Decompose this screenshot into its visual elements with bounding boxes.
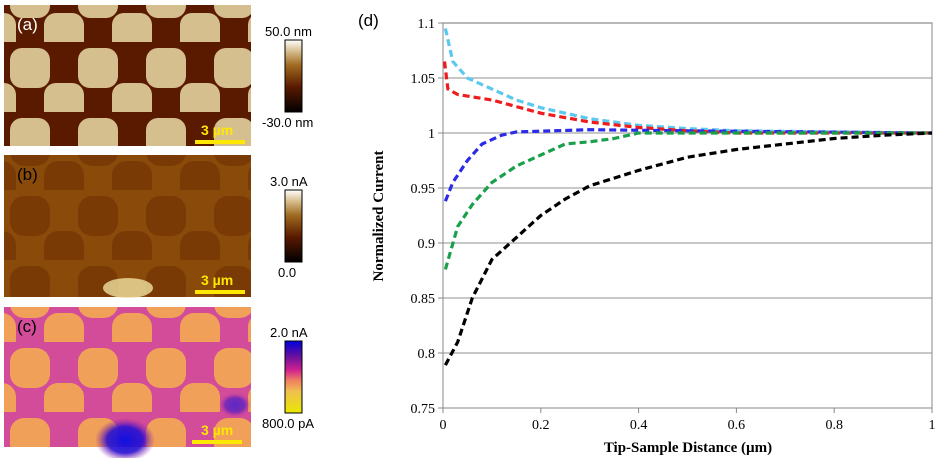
x-tick-label: 0.6 [728, 418, 746, 433]
colorbar-a [284, 39, 303, 113]
scale-bar-c [192, 440, 242, 444]
current-map-image-b [4, 155, 251, 298]
series-line-1 [442, 61, 932, 135]
y-tick-label: 1.1 [418, 17, 436, 32]
colorbar-c-max: 2.0 nA [270, 325, 308, 340]
colorbar-b [284, 189, 303, 263]
y-tick-label: 0.9 [418, 237, 436, 252]
x-tick-label: 0 [440, 418, 447, 433]
series-line-4 [443, 131, 933, 366]
y-tick-label: 1.05 [411, 72, 436, 87]
y-tick-label: 0.95 [411, 182, 436, 197]
scale-bar-label-a: 3 µm [201, 122, 233, 138]
x-tick-label: 1 [929, 418, 936, 433]
y-tick-label: 0.85 [411, 292, 436, 307]
x-tick-label: 0.4 [630, 418, 648, 433]
colorbar-b-min: 0.0 [278, 265, 296, 280]
scale-bar-label-c: 3 µm [201, 422, 233, 438]
y-axis-label: Normalized Current [371, 151, 387, 282]
current-map-image-c [4, 307, 251, 458]
series-line-3 [443, 131, 932, 270]
scale-bar-label-b: 3 µm [201, 272, 233, 288]
colorbar-c [284, 340, 303, 414]
scale-bar-a [195, 140, 245, 144]
colorbar-a-max: 50.0 nm [265, 24, 312, 39]
scale-bar-b [195, 290, 245, 294]
series-line-2 [443, 128, 933, 202]
afm-topography-image [4, 5, 251, 146]
x-axis-label: Tip-Sample Distance (µm) [604, 440, 772, 456]
panel-label-b: (b) [17, 165, 38, 184]
y-tick-label: 0.75 [411, 402, 436, 417]
normalized-current-chart: 0.75 0.8 0.85 0.9 0.95 1 1.05 1.1 0 0.2 0.4 0.6 0.8 1 [411, 17, 936, 433]
y-tick-label: 0.8 [418, 347, 436, 362]
plot-frame [442, 22, 933, 409]
panel-label-a: (a) [17, 15, 38, 34]
series-line-0 [443, 28, 933, 135]
x-tick-label: 0.8 [825, 418, 843, 433]
x-tick-label: 0.2 [532, 418, 550, 433]
colorbar-c-min: 800.0 pA [262, 416, 314, 431]
colorbar-a-min: -30.0 nm [262, 115, 313, 130]
colorbar-b-max: 3.0 nA [270, 174, 308, 189]
y-tick-label: 1 [428, 127, 435, 142]
panel-label-d: (d) [358, 11, 379, 30]
panel-label-c: (c) [17, 317, 37, 336]
